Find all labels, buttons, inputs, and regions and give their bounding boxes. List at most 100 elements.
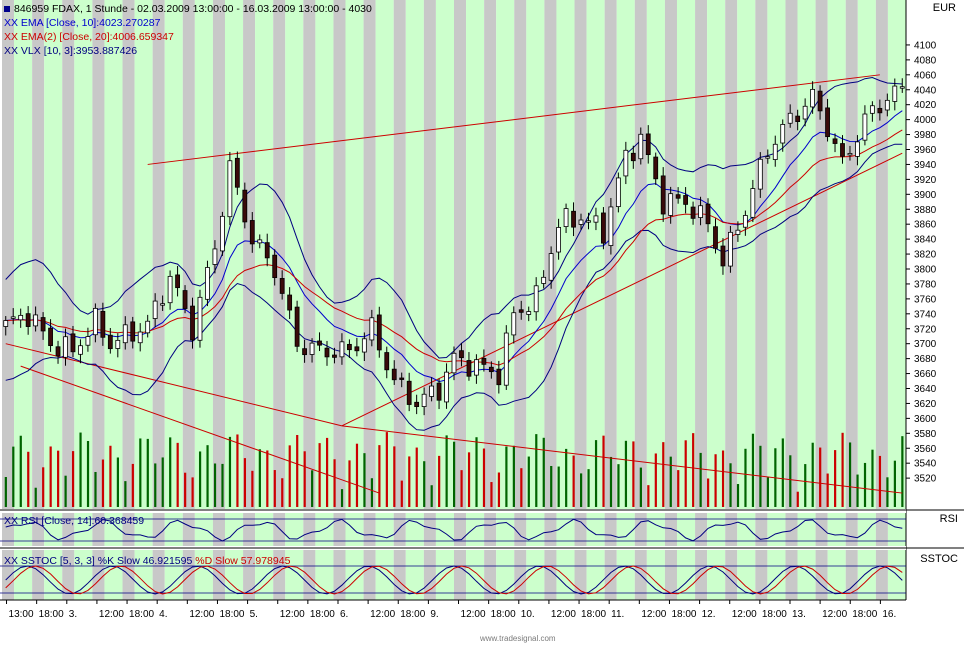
candle-body [391,368,397,381]
gap-band [454,0,467,600]
session-band [556,0,575,600]
candle-body [137,331,143,344]
candle-body [3,320,9,327]
volume-bar [609,456,613,507]
gap-band [755,0,768,600]
stoch-legend[interactable]: XX SSTOC [5, 3, 3] %K Slow 46.921595 %D … [4,554,290,568]
x-tick-label: 18:00 [671,609,696,620]
candle-body [40,317,46,332]
volume-bar [721,450,725,507]
y-tick-label: 4060 [914,70,937,81]
candle-body [219,215,225,252]
x-tick-label: 13:00 [9,609,34,620]
candle-body [705,203,711,225]
gap-band [634,0,647,600]
candle-body [115,339,121,349]
candle-body [421,393,427,407]
volume-bar [886,477,889,507]
candle-body [847,153,853,156]
volume-bar [281,478,284,507]
ema20-legend[interactable]: XX EMA(2) [Close, 20]:4006.659347 [4,31,174,43]
volume-bar [340,489,344,507]
x-tick-label: 10. [521,609,535,620]
y-tick-label: 3560 [914,444,937,455]
y-tick-label: 3780 [914,279,937,290]
gap-band [363,0,376,600]
volume-bar [221,463,224,507]
candle-body [376,314,382,351]
volume-bar [385,432,388,507]
x-tick-label: 12:00 [641,609,666,620]
candle-body [892,85,898,102]
gap-band [514,0,527,600]
volume-bar [64,475,67,507]
ema10-legend[interactable]: XX EMA [Close, 10]:4023.270287 [4,17,161,29]
volume-bar [49,446,52,507]
y-tick-label: 3600 [914,414,937,425]
candle-body [339,341,345,358]
volume-bar [42,467,45,507]
candle-body [757,158,763,190]
candle-body [608,206,614,246]
candle-body [55,346,61,357]
candle-body [698,205,703,218]
volume-bar [296,434,299,507]
volume-bar [161,457,164,507]
candle-body [488,366,494,373]
candle-body [832,138,838,144]
y-tick-label: 3660 [914,369,937,380]
volume-bar [445,435,448,507]
rsi-legend[interactable]: XX RSI [Close, 14]:60.368459 [4,515,145,527]
volume-bar [505,446,508,507]
volume-bar [266,450,269,507]
volume-bar [901,436,904,507]
candle-body [855,141,860,157]
volume-bar [131,463,134,507]
x-tick-label: 12:00 [189,609,214,620]
session-band [104,0,123,600]
volume-bar [826,473,829,507]
volume-bar [325,437,329,507]
candle-body [249,220,255,245]
watermark: www.tradesignal.com [480,634,556,643]
candle-body [586,220,591,223]
candle-body [25,313,31,327]
candle-body [436,382,442,401]
candle-body [429,385,434,397]
volume-bar [684,440,687,507]
stoch-d-line [5,565,903,595]
x-tick-label: 3. [69,609,77,620]
candle-body [556,227,561,253]
volume-bar [176,442,179,507]
y-tick-label: 3920 [914,175,937,186]
volume-bar [654,453,657,507]
volume-bar [453,441,456,507]
volume-bar [370,478,374,507]
candle-body [645,133,651,156]
candle-body [175,274,180,289]
volume-bar [669,456,672,507]
gap-band [695,0,708,600]
candle-body [70,333,76,353]
volume-bar [624,440,628,507]
volume-bar [198,451,202,507]
gap-band [484,0,497,600]
candle-body [451,352,457,374]
candle-body [107,334,113,350]
candle-body [100,310,106,338]
y-tick-label: 3680 [914,354,937,365]
volume-bar [146,438,149,507]
candle-body [668,193,674,216]
volume-bar [497,472,501,507]
x-tick-label: 18:00 [39,609,64,620]
candle-body [227,160,233,218]
volume-bar [438,455,441,507]
volume-bar [878,455,882,507]
volume-bar [736,484,740,507]
candle-body [810,88,816,108]
vlx-legend[interactable]: XX VLX [10, 3]:3953.887426 [4,45,138,57]
candle-body [869,105,875,114]
session-band [435,0,454,600]
volume-bar [423,461,426,507]
